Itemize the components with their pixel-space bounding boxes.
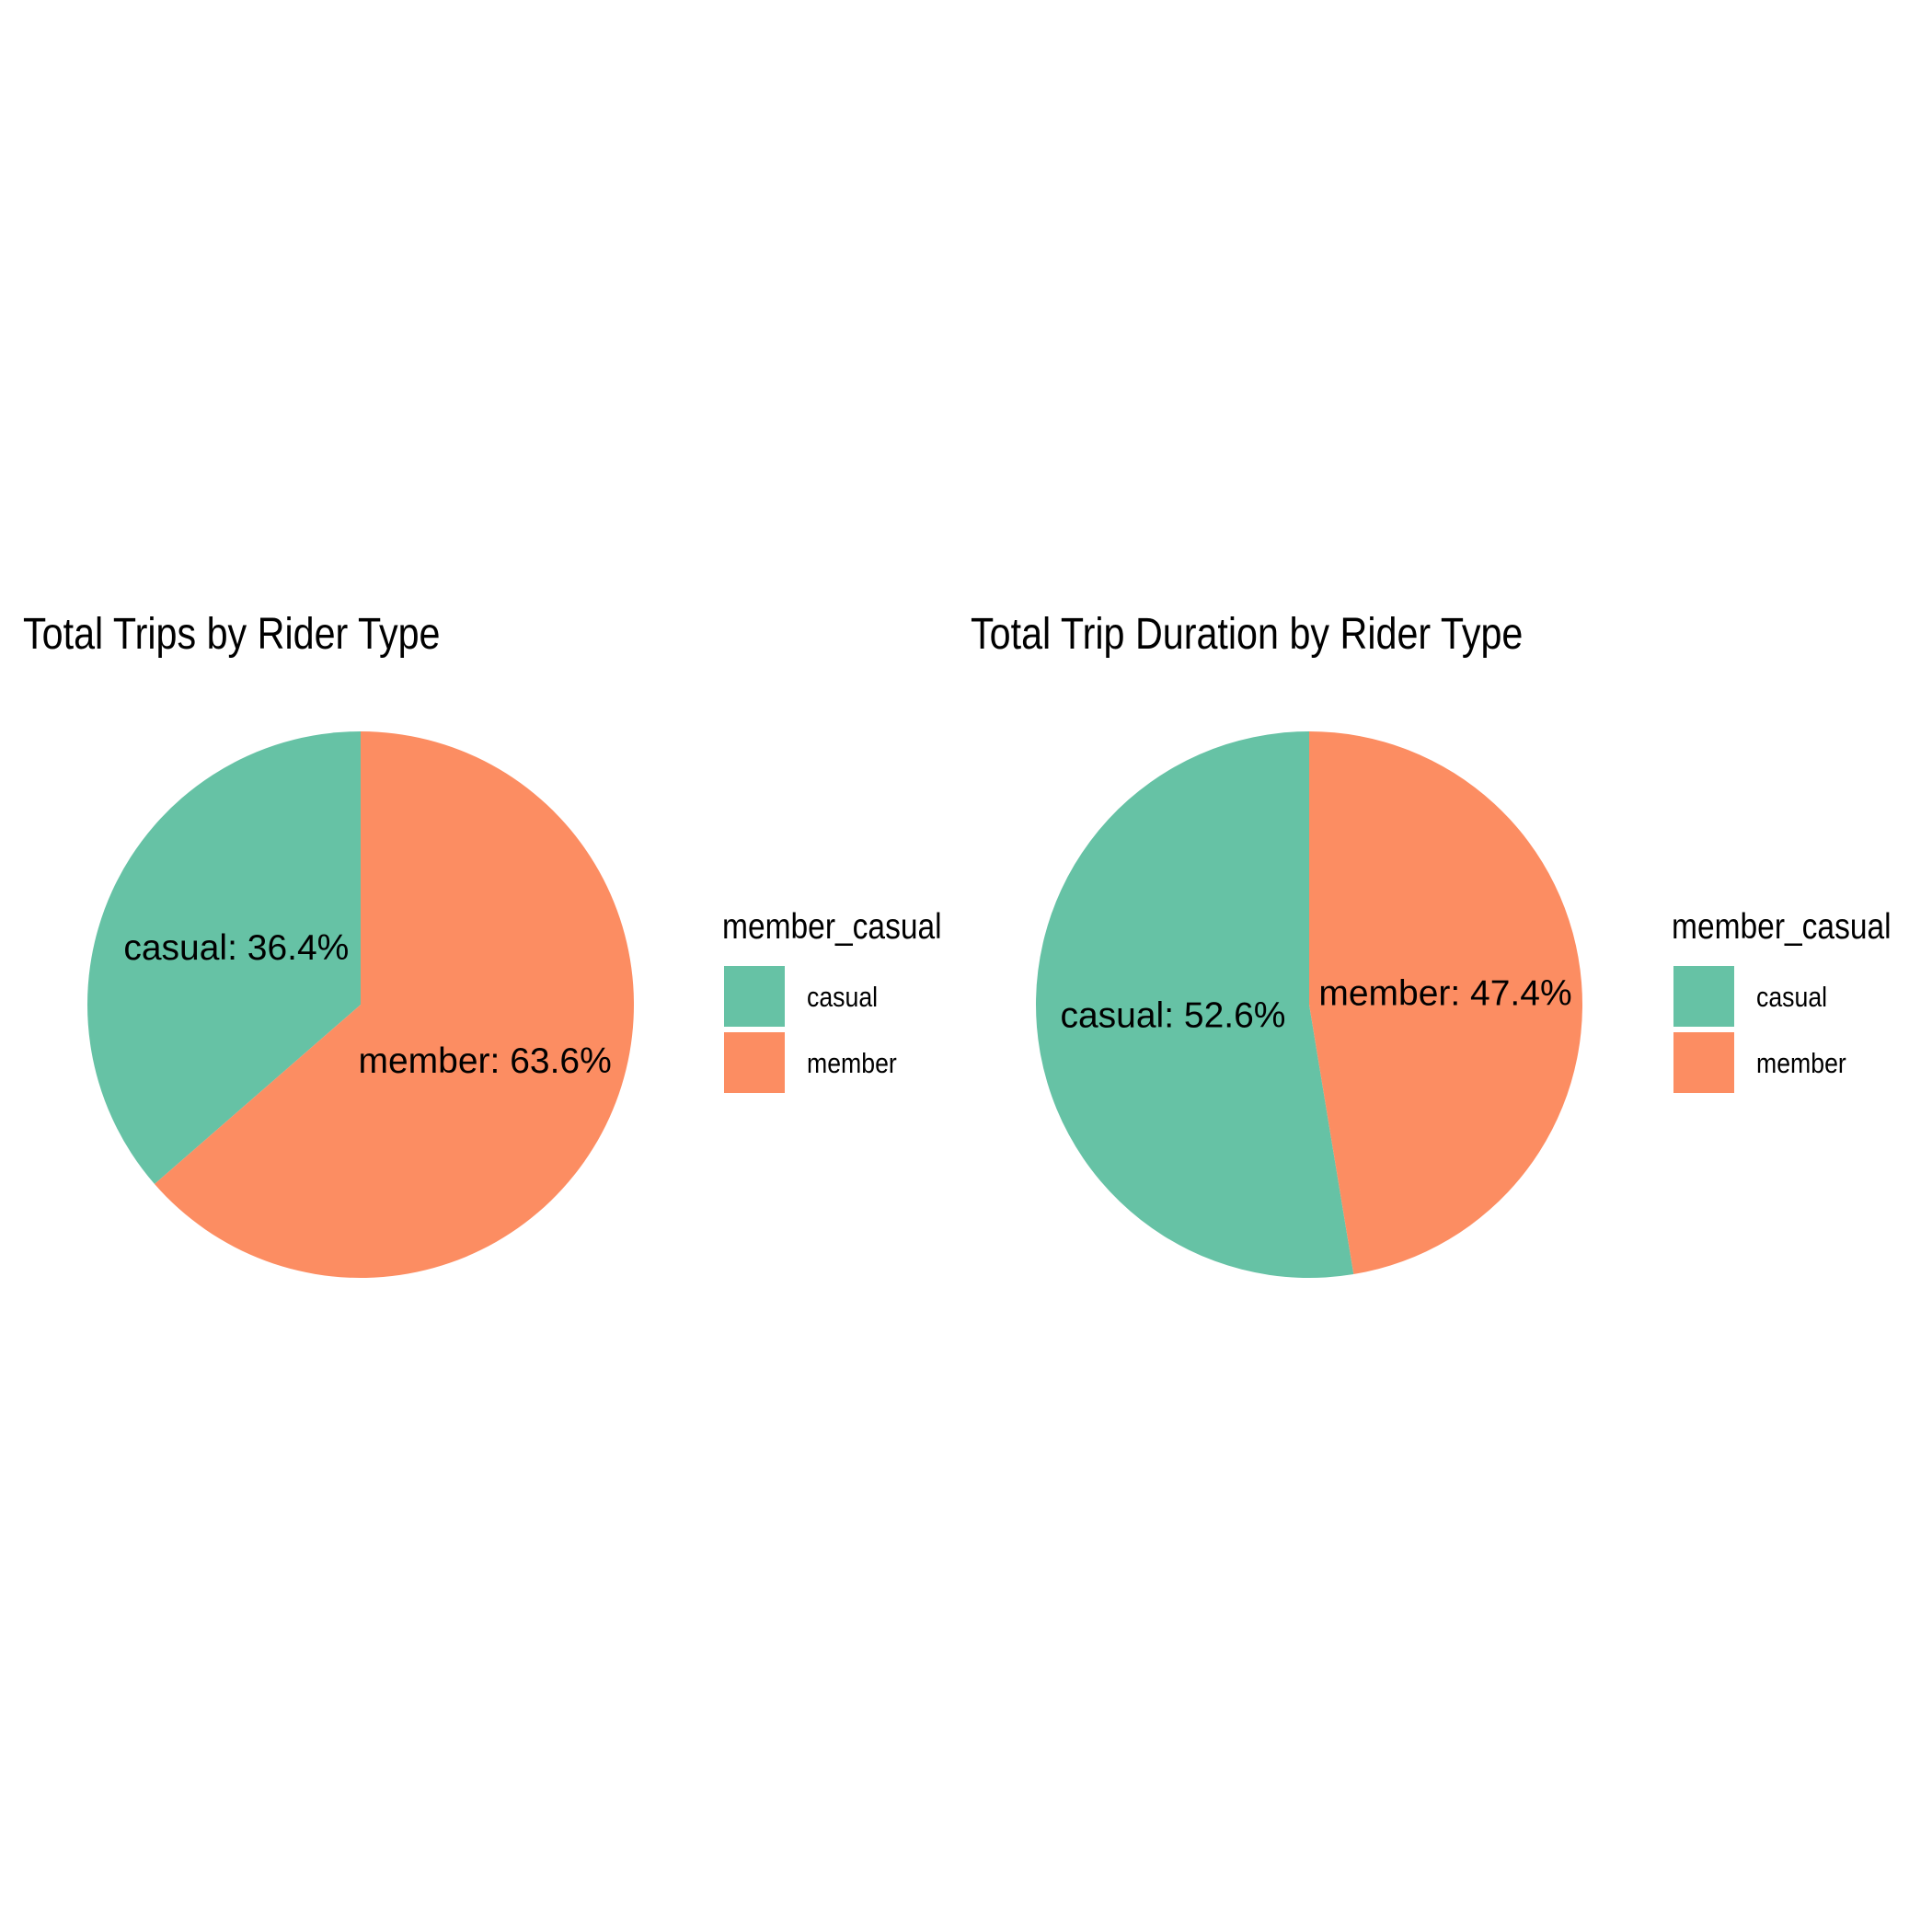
chart-title: Total Trips by Rider Type xyxy=(23,610,441,659)
legend-label-member: member xyxy=(1756,1047,1846,1079)
legend-item-casual: casual xyxy=(722,966,961,1027)
legend-item-member: member xyxy=(722,1032,961,1093)
legend-key-member xyxy=(724,1032,785,1093)
legend-item-casual: casual xyxy=(1672,966,1911,1027)
pie-slice-casual xyxy=(86,731,361,1185)
legend-title: member_casual xyxy=(1672,907,1892,947)
legend-key-casual xyxy=(724,966,785,1027)
legend-label-casual: casual xyxy=(807,981,879,1013)
pie-slice-member xyxy=(1309,731,1583,1275)
slice-label-casual: casual: 52.6% xyxy=(1060,996,1285,1036)
legend-label-casual: casual xyxy=(1756,981,1828,1013)
slice-label-member: member: 47.4% xyxy=(1318,973,1571,1013)
legend-label-member: member xyxy=(807,1047,897,1079)
slice-label-casual: casual: 36.4% xyxy=(123,928,349,968)
slice-label-member: member: 63.6% xyxy=(359,1041,612,1081)
pie-chart-duration: casual: 52.6% member: 47.4% xyxy=(1036,731,1583,1278)
chart-title: Total Trip Duration by Rider Type xyxy=(971,610,1524,659)
chart-panel-trips: Total Trips by Rider Type casual: 36.4% m… xyxy=(23,610,961,1278)
legend-title: member_casual xyxy=(722,907,942,947)
pie-slice-member xyxy=(154,731,634,1278)
legend-item-member: member xyxy=(1672,1032,1911,1093)
pie-chart-trips: casual: 36.4% member: 63.6% xyxy=(86,731,634,1278)
chart-panel-duration: Total Trip Duration by Rider Type casual… xyxy=(966,0,1932,1932)
legend-key-casual xyxy=(1673,966,1734,1027)
pie-slice-casual xyxy=(1036,731,1354,1278)
legend-key-member xyxy=(1673,1032,1734,1093)
